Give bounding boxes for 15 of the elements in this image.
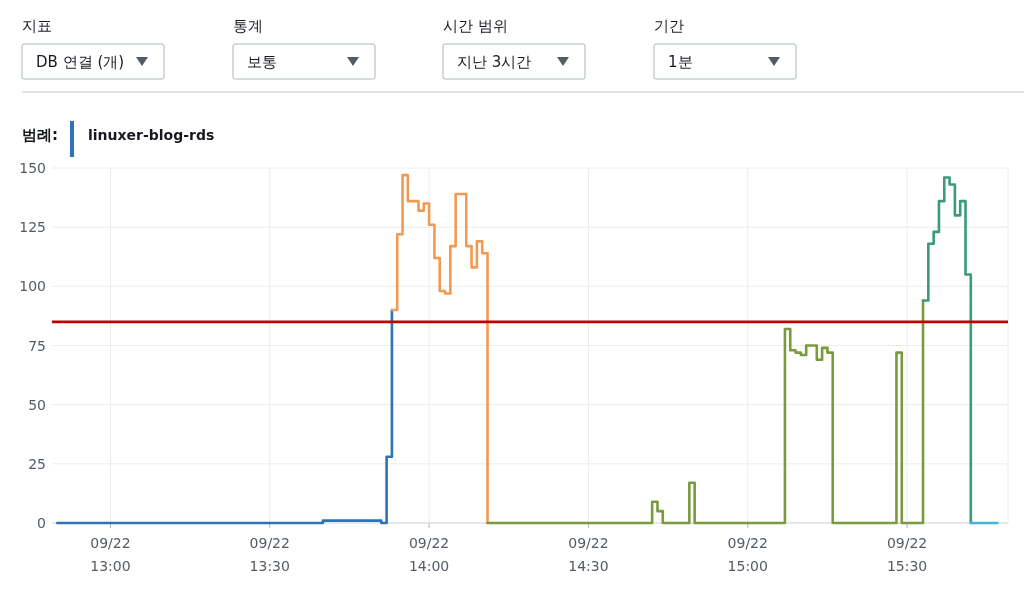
x-tick-label: 09/22 15:00 (727, 535, 768, 574)
x-tick-label: 09/22 14:00 (408, 535, 450, 574)
y-tick-label: 100 (19, 278, 46, 295)
x-tick-label: 09/22 13:00 (90, 535, 131, 574)
legend-title: 범례: (22, 126, 58, 144)
y-tick-label: 0 (37, 515, 46, 531)
y-tick-label: 50 (28, 396, 46, 413)
x-tick-label: 09/22 13:30 (249, 535, 290, 574)
y-tick-label: 150 (19, 160, 46, 176)
x-tick-label: 09/22 15:30 (886, 535, 928, 574)
y-tick-label: 125 (19, 219, 46, 236)
x-tick-label: 09/22 14:30 (568, 535, 609, 574)
y-tick-label: 25 (28, 455, 46, 472)
legend: 범례: linuxer-blog-rds (22, 121, 215, 157)
y-tick-label: 75 (28, 337, 46, 354)
